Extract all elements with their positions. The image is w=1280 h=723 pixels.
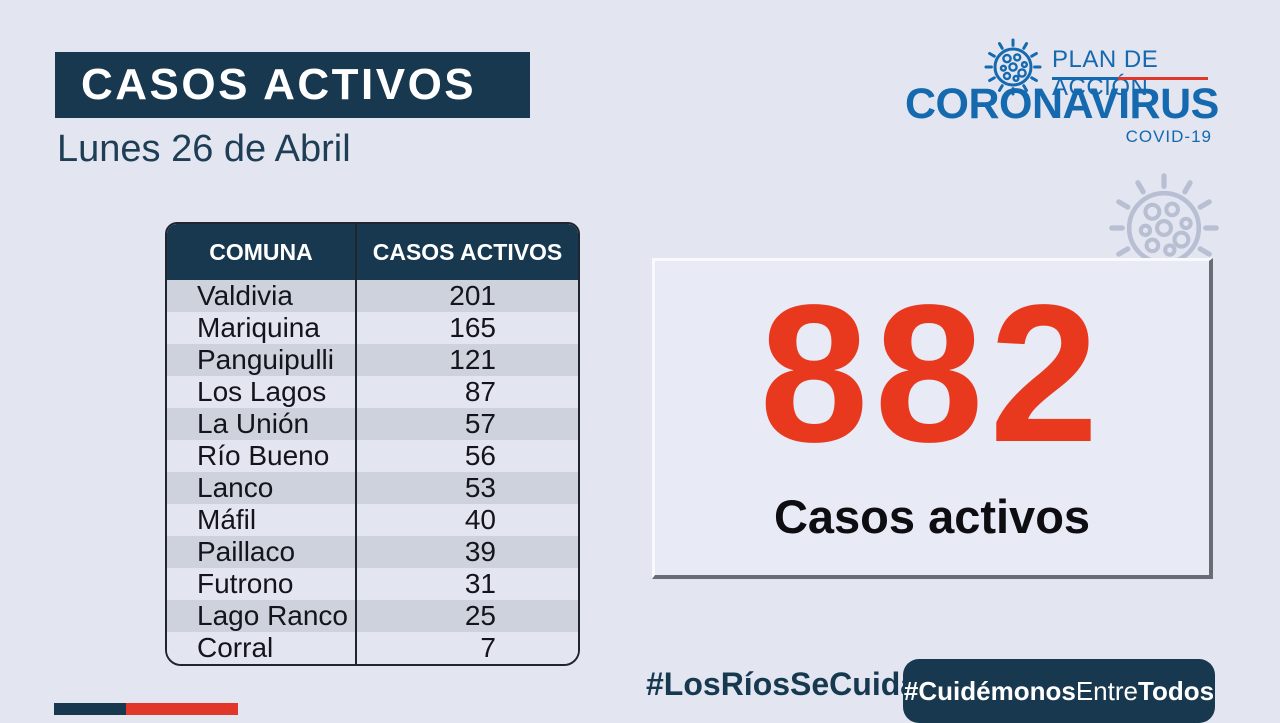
cell-casos: 53 — [355, 472, 578, 504]
brand-underline — [1052, 77, 1208, 80]
total-panel: 882 Casos activos — [652, 258, 1213, 579]
coronavirus-brand: CORONAVIRUS — [905, 80, 1219, 128]
cell-comuna: Mariquina — [197, 312, 320, 343]
covid19-label: COVID-19 — [1125, 127, 1212, 146]
table-header-comuna: COMUNA — [209, 238, 313, 265]
page-title-box: CASOS ACTIVOS — [55, 52, 530, 118]
hashtag-part-todos: Todos — [1138, 675, 1215, 706]
table-header-casos: CASOS ACTIVOS — [355, 224, 578, 280]
cell-comuna: Corral — [197, 632, 274, 663]
table-row: Futrono 31 — [167, 568, 578, 600]
cell-casos: 165 — [355, 312, 578, 344]
table-row: Mariquina 165 — [167, 312, 578, 344]
cell-comuna: Río Bueno — [197, 440, 330, 471]
cases-table: COMUNA CASOS ACTIVOS Valdivia 201 Mariqui… — [165, 222, 580, 666]
cell-casos: 87 — [355, 376, 578, 408]
cell-casos: 57 — [355, 408, 578, 440]
table-row: Río Bueno 56 — [167, 440, 578, 472]
table-row: Los Lagos 87 — [167, 376, 578, 408]
gov-color-bar — [54, 703, 238, 715]
cell-comuna: Futrono — [197, 568, 294, 599]
cell-comuna: Lago Ranco — [197, 600, 349, 631]
cell-comuna: Lanco — [197, 472, 274, 503]
gov-bar-red-segment — [126, 703, 238, 715]
table-row: Corral 7 — [167, 632, 578, 664]
total-cases-label: Casos activos — [773, 489, 1091, 543]
page-title: CASOS ACTIVOS — [81, 60, 477, 109]
table-header-row: COMUNA CASOS ACTIVOS — [167, 224, 578, 280]
cell-comuna: Máfil — [197, 504, 257, 535]
cell-casos: 39 — [355, 536, 578, 568]
cell-comuna: La Unión — [197, 408, 310, 439]
table-row: Lanco 53 — [167, 472, 578, 504]
hashtag-part-cuidemonos: #Cuidémonos — [903, 675, 1076, 706]
table-row: Panguipulli 121 — [167, 344, 578, 376]
gov-bar-navy-segment — [54, 703, 126, 715]
cell-comuna: Paillaco — [197, 536, 296, 567]
cell-casos: 7 — [355, 632, 578, 664]
cell-casos: 121 — [355, 344, 578, 376]
table-row: Valdivia 201 — [167, 280, 578, 312]
cell-comuna: Los Lagos — [197, 376, 327, 407]
cell-casos: 40 — [355, 504, 578, 536]
hashtag-part-entre: Entre — [1075, 675, 1138, 706]
cell-comuna: Panguipulli — [197, 344, 334, 375]
coronavirus-plan-logo: PLAN DE ACCIÓN CORONAVIRUS COVID-19 — [905, 30, 1219, 146]
cell-comuna: Valdivia — [197, 280, 293, 311]
table-row: La Unión 57 — [167, 408, 578, 440]
cell-casos: 31 — [355, 568, 578, 600]
cell-casos: 201 — [355, 280, 578, 312]
table-row: Lago Ranco 25 — [167, 600, 578, 632]
cell-casos: 56 — [355, 440, 578, 472]
hashtag-losrios: #LosRíosSeCuida — [646, 666, 919, 702]
table-row: Paillaco 39 — [167, 536, 578, 568]
table-row: Máfil 40 — [167, 504, 578, 536]
hashtag-cuidemonos-box: #Cuidémonos Entre Todos — [903, 659, 1215, 723]
total-cases-value: 882 — [759, 264, 1105, 484]
virus-watermark-icon — [1106, 170, 1222, 286]
table-body: Valdivia 201 Mariquina 165 Panguipulli 121 … — [167, 280, 578, 664]
virus-icon — [983, 37, 1043, 97]
report-date: Lunes 26 de Abril — [57, 128, 351, 170]
cell-casos: 25 — [355, 600, 578, 632]
